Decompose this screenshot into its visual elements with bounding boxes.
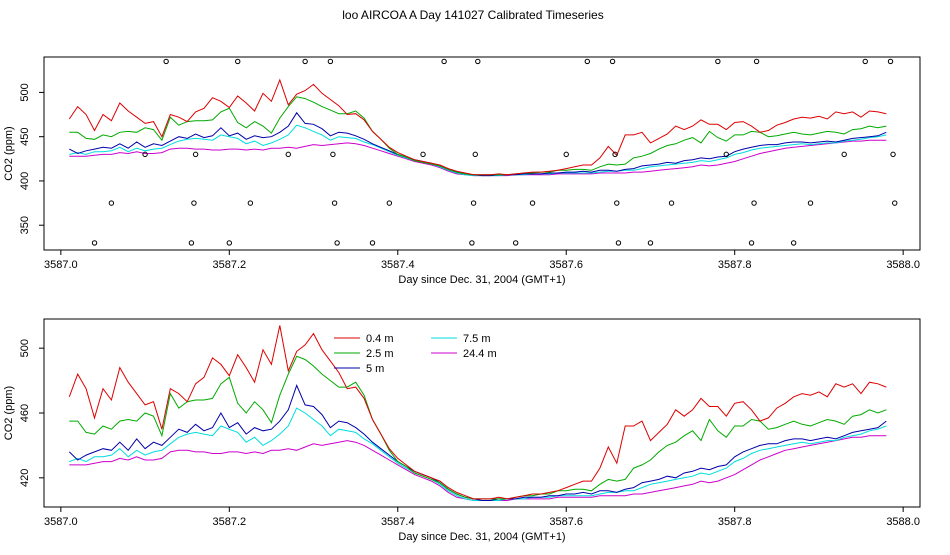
marker-point	[441, 58, 447, 65]
marker-point	[235, 58, 241, 65]
x-tick-label: 3587.8	[718, 259, 752, 271]
marker-point	[612, 151, 618, 158]
series-group	[68, 325, 887, 501]
marker-point	[163, 58, 169, 65]
marker-point	[584, 58, 590, 65]
marker-point	[841, 151, 847, 158]
series-line-24-4-m	[69, 435, 887, 501]
marker-point	[192, 151, 199, 158]
marker-point	[715, 58, 721, 65]
legend-label: 5 m	[366, 363, 384, 375]
series-line-7-5-m	[69, 407, 887, 501]
plot-frame	[43, 56, 921, 251]
legend-label: 0.4 m	[366, 333, 394, 345]
series-line-0-4-m	[68, 78, 887, 176]
y-tick-label: 400	[19, 172, 31, 190]
marker-point	[790, 240, 797, 246]
marker-point	[615, 240, 622, 246]
x-tick-label: 3587.2	[212, 516, 246, 528]
x-axis-label: Day since Dec. 31, 2004 (GMT+1)	[398, 274, 565, 286]
marker-point	[469, 240, 475, 246]
marker-point	[475, 58, 481, 65]
marker-point	[226, 240, 233, 246]
x-axis-label: Day since Dec. 31, 2004 (GMT+1)	[398, 531, 565, 543]
y-tick-label: 450	[19, 127, 31, 145]
figure-title: loo AIRCOA A Day 141027 Calibrated Times…	[342, 8, 603, 22]
legend-label: 7.5 m	[463, 333, 491, 345]
marker-point	[892, 200, 898, 206]
legend-label: 2.5 m	[366, 348, 394, 360]
y-axis-label: CO2 (ppm)	[3, 126, 15, 180]
x-tick-label: 3587.4	[381, 259, 415, 271]
marker-point	[753, 58, 760, 65]
marker-point	[890, 151, 896, 158]
x-tick-label: 3587.4	[381, 516, 415, 528]
bottom-panel: 3587.0 3587.2 3587.4 3587.6 3587.8 3588.0 420 4…	[3, 318, 921, 543]
y-tick-label: 500	[19, 339, 31, 357]
x-tick-label: 3587.8	[718, 516, 752, 528]
marker-point	[647, 240, 654, 246]
series-group	[68, 78, 887, 177]
marker-point	[142, 151, 148, 158]
marker-point	[887, 58, 894, 65]
marker-point	[302, 58, 308, 65]
x-tick-label: 3587.0	[44, 259, 78, 271]
series-line-5-m	[69, 111, 887, 177]
marker-point	[330, 151, 336, 158]
x-tick-label: 3588.0	[886, 259, 920, 271]
x-tick-label: 3587.6	[549, 516, 583, 528]
marker-point	[108, 200, 115, 206]
marker-point	[386, 200, 393, 206]
marker-point	[614, 200, 620, 206]
marker-point	[331, 200, 338, 206]
x-tick-label: 3587.6	[549, 259, 583, 271]
x-tick-label: 3588.0	[886, 516, 920, 528]
marker-point	[470, 200, 477, 206]
y-tick-label: 420	[19, 469, 31, 487]
series-line-7-5-m	[69, 124, 887, 177]
x-tick-label: 3587.0	[44, 516, 78, 528]
marker-point	[807, 200, 814, 206]
marker-point	[512, 240, 519, 246]
y-tick-label: 500	[19, 83, 31, 101]
marker-point	[285, 151, 291, 158]
marker-point	[748, 240, 755, 246]
y-tick-label: 350	[19, 216, 31, 234]
marker-point	[334, 240, 340, 246]
y-axis-label: CO2 (ppm)	[3, 386, 15, 440]
marker-point	[751, 200, 757, 206]
marker-point	[668, 200, 675, 206]
series-line-0-4-m	[68, 325, 887, 500]
marker-point	[862, 58, 868, 65]
marker-point	[91, 240, 98, 246]
series-line-5-m	[68, 384, 887, 501]
top-panel: 3587.0 3587.2 3587.4 3587.6 3587.8 3588.0 350 4…	[3, 56, 921, 286]
marker-point	[369, 240, 376, 246]
marker-point	[420, 151, 426, 158]
marker-point	[188, 240, 195, 246]
legend-label: 24.4 m	[463, 348, 497, 360]
marker-point	[723, 151, 729, 158]
marker-point	[472, 151, 478, 158]
y-tick-label: 460	[19, 404, 31, 422]
marker-point	[563, 151, 569, 158]
marker-point	[191, 200, 197, 206]
legend: 0.4 m 2.5 m 5 m 7.5 m 24.4 m	[334, 333, 497, 375]
marker-point	[529, 200, 536, 206]
x-tick-label: 3587.2	[212, 259, 246, 271]
marker-point	[247, 200, 254, 206]
marker-point	[327, 58, 334, 65]
marker-point	[609, 58, 616, 65]
